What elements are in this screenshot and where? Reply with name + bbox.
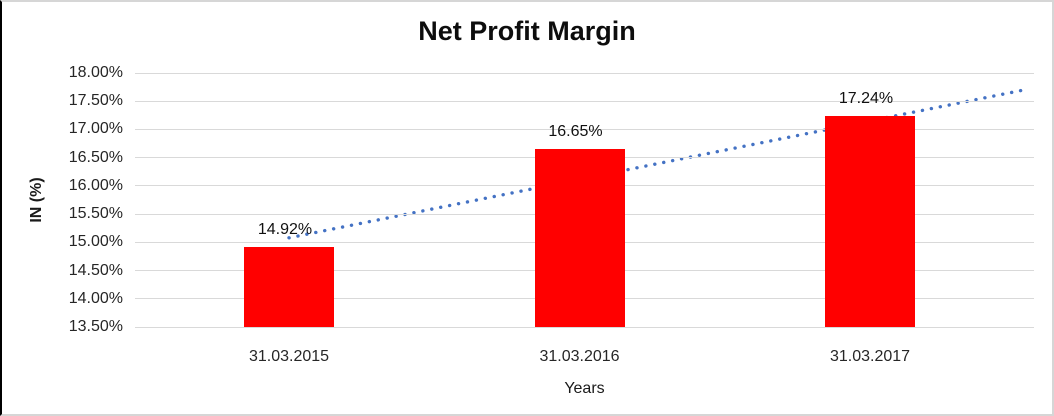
x-tick-label: 31.03.2016 bbox=[539, 348, 620, 365]
y-tick-label: 15.50% bbox=[68, 205, 123, 223]
gridline bbox=[135, 72, 1034, 74]
bar-31.03.2017 bbox=[825, 115, 915, 327]
x-axis-title: Years bbox=[564, 380, 605, 397]
y-tick-label: 17.00% bbox=[68, 120, 123, 138]
data-label: 14.92% bbox=[257, 220, 313, 238]
y-tick-label: 16.50% bbox=[68, 148, 123, 166]
x-tick-label: 31.03.2015 bbox=[248, 348, 330, 365]
gridline bbox=[135, 128, 1034, 130]
data-label: 16.65% bbox=[548, 123, 603, 141]
y-axis-title: IN (%) bbox=[28, 177, 45, 223]
y-tick-label: 14.50% bbox=[68, 261, 123, 279]
y-tick-label: 14.00% bbox=[68, 289, 123, 307]
y-tick-label: 15.00% bbox=[68, 233, 123, 251]
y-tick-label: 13.50% bbox=[68, 318, 123, 335]
bar-31.03.2016 bbox=[534, 149, 625, 327]
y-tick-label: 16.00% bbox=[68, 176, 123, 194]
gridline bbox=[135, 100, 1034, 102]
x-tick-label: 31.03.2017 bbox=[829, 348, 911, 365]
y-tick-label: 18.00% bbox=[68, 64, 123, 81]
data-label: 17.24% bbox=[838, 89, 894, 107]
chart-title: Net Profit Margin bbox=[418, 16, 636, 46]
y-tick-label: 17.50% bbox=[68, 92, 123, 110]
gridline bbox=[135, 326, 1034, 328]
bar-31.03.2015 bbox=[244, 246, 334, 327]
